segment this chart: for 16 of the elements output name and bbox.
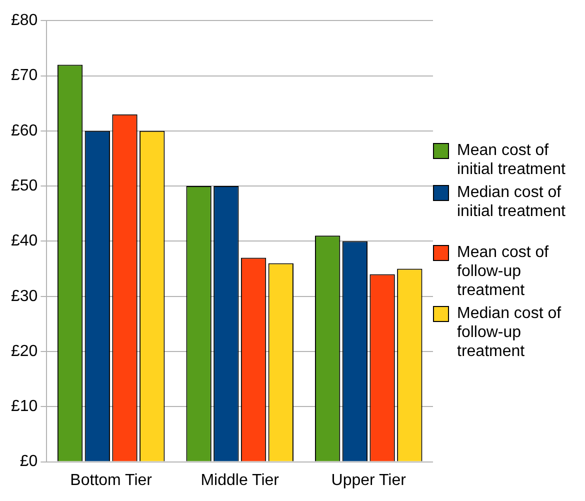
x-tick-label: Middle Tier — [200, 472, 280, 489]
y-tick-label: £70 — [10, 67, 38, 84]
legend-label: Median cost of initial treatment — [457, 182, 566, 220]
legend-label: Mean cost of initial treatment — [457, 140, 566, 178]
x-tick-label: Upper Tier — [331, 472, 407, 489]
y-tick-label: £20 — [10, 342, 38, 360]
y-tick-label: £50 — [10, 177, 38, 194]
y-tick-label: £60 — [10, 122, 38, 140]
y-tick-label: £80 — [10, 12, 38, 30]
legend-label: Mean cost of follow-up treatment — [457, 242, 550, 300]
legend-label: Median cost of follow-up treatment — [457, 304, 562, 360]
y-tick-label: £30 — [10, 288, 38, 305]
x-tick-label: Bottom Tier — [70, 472, 153, 489]
y-tick-label: £40 — [10, 232, 38, 250]
y-tick-label: £10 — [10, 398, 38, 416]
y-tick-label: £0 — [20, 453, 38, 470]
